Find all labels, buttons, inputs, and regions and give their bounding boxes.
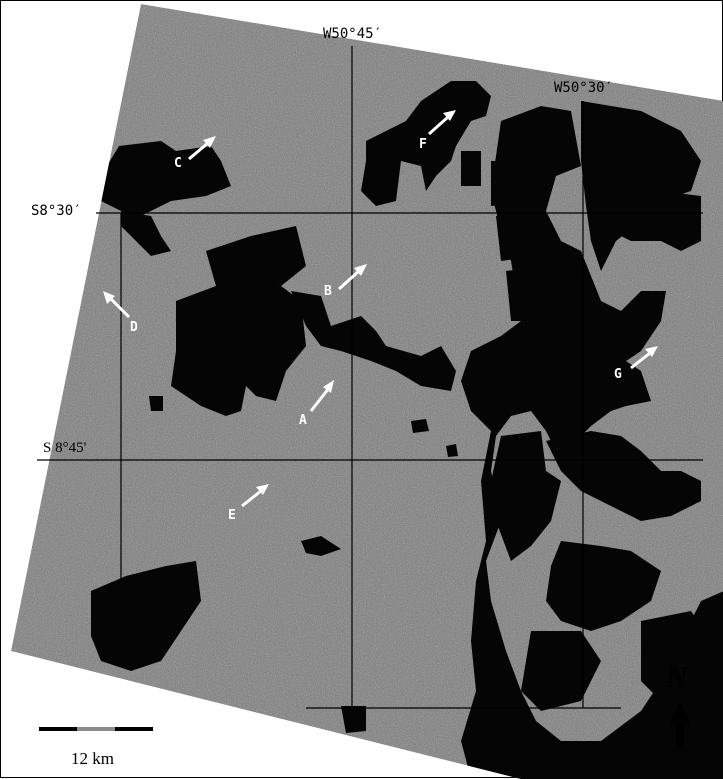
grid-label-s8-30: S8°30′ — [31, 204, 82, 218]
grid-label-w50-30: W50°30′ — [554, 81, 613, 95]
scale-bar-label: 12 km — [71, 749, 114, 769]
marker-label-f: F — [419, 138, 427, 151]
marker-label-d: D — [130, 321, 138, 334]
scale-bar — [39, 727, 153, 731]
marker-label-g: G — [614, 368, 622, 381]
grid-label-s8-45: S 8°45' — [43, 441, 86, 456]
marker-label-b: B — [324, 285, 332, 298]
marker-label-a: A — [299, 414, 307, 427]
grid-label-w50-45: W50°45′ — [323, 27, 382, 41]
marker-label-c: C — [174, 157, 182, 170]
north-arrow-label: N — [666, 663, 688, 693]
marker-label-e: E — [228, 509, 236, 522]
